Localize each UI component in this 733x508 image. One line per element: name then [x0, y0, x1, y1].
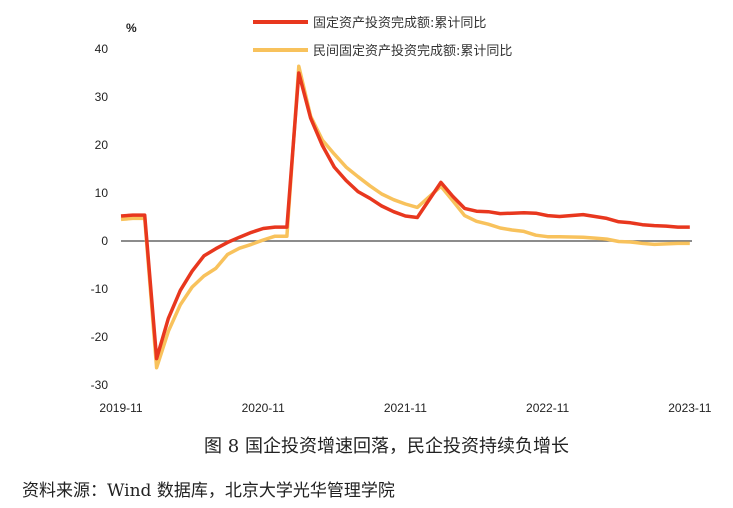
- y-axis-unit-label: %: [126, 21, 137, 35]
- legend-label-fai: 固定资产投资完成额:累计同比: [313, 15, 486, 31]
- x-tick-label: 2020-11: [242, 401, 285, 415]
- series-line-0: [120, 71, 690, 361]
- legend-label-private-fai: 民间固定资产投资完成额:累计同比: [313, 43, 512, 59]
- y-tick-label: 10: [95, 186, 109, 200]
- legend: 固定资产投资完成额:累计同比 民间固定资产投资完成额:累计同比: [253, 15, 512, 59]
- y-tick-label: -30: [91, 378, 109, 392]
- line-chart: % 40 30 20 10 0 -10 -20 -30 2019-11 2020-11 2021-…: [91, 15, 712, 415]
- y-tick-label: 20: [95, 138, 109, 152]
- figure-caption: 图 8 国企投资增速回落，民企投资持续负增长: [204, 436, 569, 457]
- x-tick-label: 2023-11: [668, 401, 711, 415]
- y-tick-label: -10: [91, 282, 109, 296]
- source-note: 资料来源：Wind 数据库，北京大学光华管理学院: [22, 481, 395, 501]
- y-tick-label: -20: [91, 330, 109, 344]
- y-tick-label: 30: [95, 90, 109, 104]
- x-tick-label: 2021-11: [384, 401, 427, 415]
- x-tick-label: 2019-11: [99, 401, 142, 415]
- x-tick-label: 2022-11: [526, 401, 569, 415]
- y-tick-label: 0: [101, 234, 108, 248]
- y-tick-label: 40: [95, 42, 109, 56]
